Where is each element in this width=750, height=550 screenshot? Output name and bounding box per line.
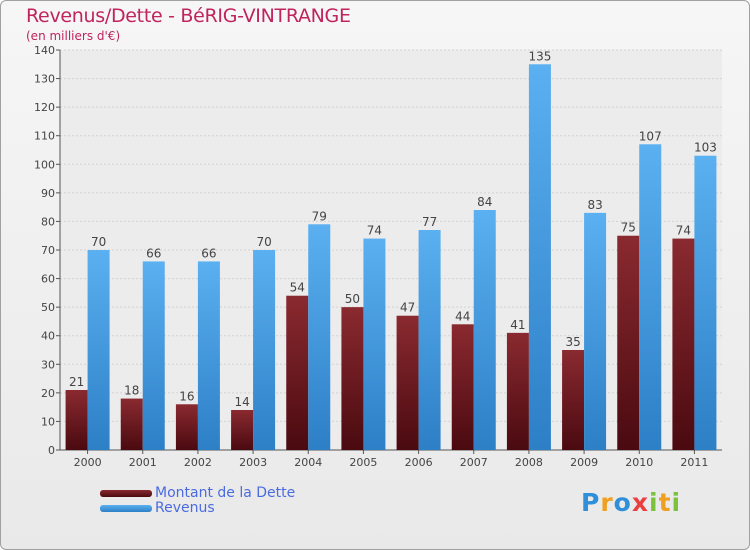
bar-dette [672, 238, 695, 450]
proxiti-logo: Proxiti [581, 488, 681, 517]
data-label-dette: 47 [400, 301, 415, 315]
y-tick-label: 50 [41, 301, 55, 314]
data-label-dette: 74 [676, 224, 691, 238]
y-tick-label: 70 [41, 244, 55, 257]
logo-letter: i [671, 488, 682, 517]
bar-revenus [142, 261, 165, 450]
plot-area [60, 50, 722, 450]
bar-dette [286, 295, 309, 450]
x-tick-label: 2005 [349, 456, 377, 469]
x-tick-label: 2006 [405, 456, 433, 469]
logo-letter: P [581, 488, 601, 517]
logo-letter: x [631, 488, 649, 517]
bar-revenus [528, 64, 551, 451]
bar-dette [562, 350, 585, 450]
y-tick-label: 140 [34, 44, 55, 57]
y-tick-label: 10 [41, 415, 55, 428]
data-label-dette: 14 [234, 395, 249, 409]
data-label-dette: 44 [455, 309, 470, 323]
x-tick-label: 2000 [74, 456, 102, 469]
x-tick-label: 2004 [294, 456, 322, 469]
data-label-revenus: 70 [256, 235, 271, 249]
bar-revenus [363, 238, 386, 450]
data-label-revenus: 66 [201, 246, 216, 260]
y-tick-label: 60 [41, 273, 55, 286]
data-label-dette: 41 [510, 318, 525, 332]
bar-dette [231, 410, 254, 450]
data-label-revenus: 84 [477, 195, 492, 209]
x-tick-label: 2009 [570, 456, 598, 469]
bar-dette [65, 390, 88, 450]
x-tick-label: 2007 [460, 456, 488, 469]
y-tick-label: 120 [34, 101, 55, 114]
logo-letter: o [613, 488, 632, 517]
data-label-dette: 35 [565, 335, 580, 349]
y-tick-label: 0 [48, 444, 55, 457]
data-label-revenus: 74 [367, 224, 382, 238]
bar-dette [175, 404, 198, 450]
x-tick-label: 2003 [239, 456, 267, 469]
x-tick-label: 2001 [129, 456, 157, 469]
data-label-dette: 54 [290, 281, 305, 295]
bar-revenus [639, 144, 662, 451]
legend-label-revenus: Revenus [155, 500, 215, 516]
y-tick-label: 100 [34, 158, 55, 171]
logo-letter: t [658, 488, 672, 517]
data-label-revenus: 66 [146, 246, 161, 260]
x-tick-label: 2010 [625, 456, 653, 469]
data-label-revenus: 107 [639, 129, 662, 143]
bar-dette [341, 307, 364, 450]
y-tick-label: 110 [34, 130, 55, 143]
data-label-dette: 18 [124, 384, 139, 398]
data-label-revenus: 79 [312, 209, 327, 223]
bar-revenus [418, 230, 441, 450]
bar-revenus [308, 224, 331, 450]
data-label-revenus: 77 [422, 215, 437, 229]
bar-dette [506, 332, 529, 450]
logo-letter: i [649, 488, 659, 517]
bar-revenus [197, 261, 220, 450]
data-label-revenus: 70 [91, 235, 106, 249]
data-label-dette: 50 [345, 292, 360, 306]
y-tick-label: 130 [34, 73, 55, 86]
chart-title: Revenus/Dette - BéRIG-VINTRANGE [26, 5, 351, 27]
bar-dette [396, 315, 419, 450]
data-label-revenus: 103 [694, 141, 717, 155]
legend-label-dette: Montant de la Dette [155, 485, 296, 501]
y-tick-label: 20 [41, 387, 55, 400]
data-label-dette: 21 [69, 375, 84, 389]
y-tick-label: 90 [41, 187, 55, 200]
data-label-revenus: 83 [587, 198, 602, 212]
bar-revenus [87, 250, 110, 450]
bar-revenus [694, 155, 717, 450]
x-tick-label: 2011 [680, 456, 708, 469]
x-tick-label: 2002 [184, 456, 212, 469]
bar-dette [120, 398, 143, 450]
logo-letter: r [600, 488, 614, 517]
y-tick-label: 30 [41, 358, 55, 371]
data-label-revenus: 135 [528, 49, 551, 63]
y-tick-label: 80 [41, 215, 55, 228]
bar-revenus [584, 212, 607, 450]
chart-subtitle: (en milliers d'€) [26, 29, 121, 43]
legend-swatch-dette [100, 490, 152, 497]
bar-dette [617, 235, 640, 450]
data-label-dette: 16 [179, 389, 194, 403]
y-tick-label: 40 [41, 330, 55, 343]
bar-dette [451, 324, 474, 450]
bar-revenus [253, 250, 276, 450]
bar-revenus [473, 210, 496, 450]
data-label-dette: 75 [621, 221, 636, 235]
legend-swatch-revenus [100, 505, 152, 512]
x-tick-label: 2008 [515, 456, 543, 469]
